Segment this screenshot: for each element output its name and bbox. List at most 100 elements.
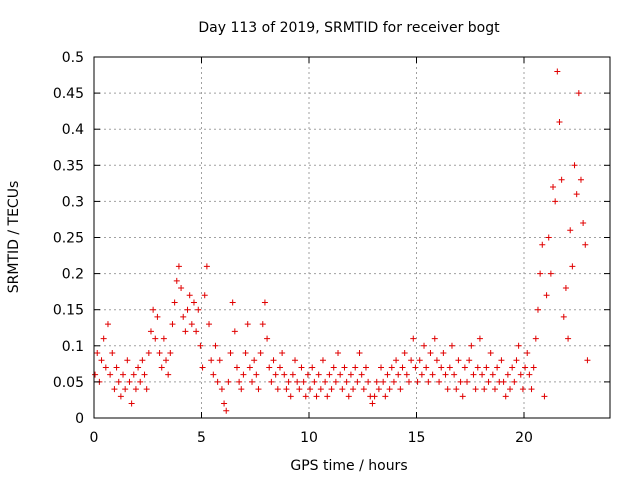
data-point bbox=[519, 386, 526, 393]
data-point bbox=[416, 357, 423, 364]
data-point bbox=[302, 393, 309, 400]
data-point bbox=[152, 335, 159, 342]
data-point bbox=[528, 386, 535, 393]
data-point bbox=[283, 386, 290, 393]
data-point bbox=[509, 364, 516, 371]
data-point bbox=[173, 277, 180, 284]
data-point bbox=[317, 386, 324, 393]
data-point bbox=[408, 357, 415, 364]
data-point bbox=[279, 350, 286, 357]
data-point bbox=[311, 378, 318, 385]
data-point bbox=[304, 371, 311, 378]
data-point bbox=[169, 321, 176, 328]
data-point bbox=[337, 371, 344, 378]
y-axis-label: SRMTID / TECUs bbox=[6, 181, 22, 294]
data-point bbox=[390, 378, 397, 385]
x-tick-label: 20 bbox=[515, 430, 533, 446]
data-point bbox=[403, 371, 410, 378]
data-point bbox=[444, 386, 451, 393]
data-point bbox=[141, 371, 148, 378]
data-point bbox=[560, 313, 567, 320]
data-point bbox=[249, 378, 256, 385]
data-point bbox=[539, 241, 546, 248]
data-point bbox=[184, 306, 191, 313]
data-point bbox=[186, 292, 193, 299]
data-point bbox=[165, 371, 172, 378]
data-point bbox=[489, 371, 496, 378]
data-point bbox=[345, 393, 352, 400]
data-point bbox=[395, 371, 402, 378]
data-point bbox=[571, 162, 578, 169]
data-point bbox=[130, 371, 137, 378]
data-point bbox=[517, 371, 524, 378]
data-point bbox=[100, 335, 107, 342]
data-point bbox=[160, 335, 167, 342]
data-point bbox=[393, 357, 400, 364]
data-point bbox=[208, 357, 215, 364]
data-point bbox=[214, 378, 221, 385]
data-point bbox=[429, 371, 436, 378]
data-point bbox=[543, 292, 550, 299]
grid-layer bbox=[94, 57, 610, 418]
data-point bbox=[330, 364, 337, 371]
data-point bbox=[197, 342, 204, 349]
data-point bbox=[178, 285, 185, 292]
data-point bbox=[487, 350, 494, 357]
data-point bbox=[524, 350, 531, 357]
data-point bbox=[502, 393, 509, 400]
data-point bbox=[143, 386, 150, 393]
data-point bbox=[150, 306, 157, 313]
data-point bbox=[259, 321, 266, 328]
data-point bbox=[513, 357, 520, 364]
data-point bbox=[468, 342, 475, 349]
data-point bbox=[223, 407, 230, 414]
data-point bbox=[296, 386, 303, 393]
data-point bbox=[455, 357, 462, 364]
data-point bbox=[111, 386, 118, 393]
y-tick-label: 0.3 bbox=[62, 194, 84, 210]
data-point bbox=[135, 364, 142, 371]
data-point bbox=[382, 393, 389, 400]
data-point bbox=[225, 378, 232, 385]
data-point bbox=[356, 350, 363, 357]
data-point bbox=[464, 378, 471, 385]
y-tick-label: 0.25 bbox=[53, 231, 84, 247]
data-point bbox=[347, 371, 354, 378]
data-point bbox=[418, 371, 425, 378]
data-point bbox=[565, 335, 572, 342]
data-point bbox=[246, 364, 253, 371]
data-point bbox=[494, 364, 501, 371]
x-axis-label: GPS time / hours bbox=[290, 458, 407, 474]
data-point bbox=[552, 198, 559, 205]
data-point bbox=[113, 364, 120, 371]
data-point bbox=[163, 357, 170, 364]
data-point bbox=[479, 371, 486, 378]
y-tick-label: 0.15 bbox=[53, 303, 84, 319]
data-point bbox=[575, 90, 582, 97]
data-point bbox=[498, 357, 505, 364]
data-point bbox=[360, 386, 367, 393]
data-point bbox=[378, 364, 385, 371]
y-tick-label: 0.2 bbox=[62, 267, 84, 283]
data-point bbox=[339, 386, 346, 393]
data-point bbox=[231, 328, 238, 335]
data-point bbox=[375, 386, 382, 393]
points-layer bbox=[92, 68, 591, 414]
data-point bbox=[171, 299, 178, 306]
data-point bbox=[386, 386, 393, 393]
y-tick-label: 0.45 bbox=[53, 86, 84, 102]
data-point bbox=[102, 364, 109, 371]
data-point bbox=[268, 378, 275, 385]
data-point bbox=[92, 371, 99, 378]
data-point bbox=[354, 378, 361, 385]
data-point bbox=[180, 313, 187, 320]
data-point bbox=[266, 364, 273, 371]
data-point bbox=[397, 386, 404, 393]
data-point bbox=[233, 364, 240, 371]
data-point bbox=[399, 364, 406, 371]
y-tick-label: 0.4 bbox=[62, 122, 84, 138]
data-point bbox=[285, 378, 292, 385]
data-point bbox=[380, 378, 387, 385]
data-point bbox=[195, 306, 202, 313]
data-point bbox=[203, 263, 210, 270]
